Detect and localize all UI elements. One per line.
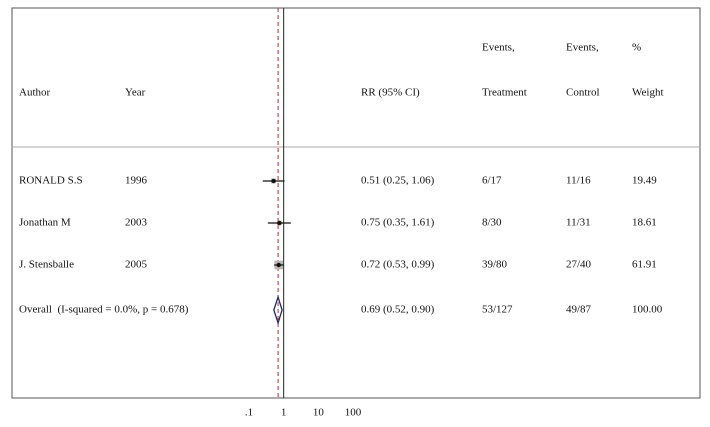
study-year: 1996	[125, 175, 148, 187]
study-author: Jonathan M	[19, 217, 71, 229]
x-tick-label: 1	[281, 407, 287, 419]
study-treatment: 8/30	[482, 217, 502, 229]
study-control: 11/31	[566, 217, 591, 229]
study-author: RONALD S.S	[19, 175, 83, 187]
header-rr: RR (95% CI)	[361, 87, 420, 99]
header-control: Control	[566, 87, 600, 99]
study-author: J. Stensballe	[19, 259, 74, 271]
header-weight: Weight	[632, 87, 664, 99]
header-author: Author	[19, 87, 51, 99]
x-tick-label: 10	[313, 407, 325, 419]
header-year: Year	[125, 87, 146, 99]
study-treatment: 39/80	[482, 259, 508, 271]
study-treatment: 6/17	[482, 175, 502, 187]
plot-frame	[11, 7, 701, 399]
point-estimate	[276, 262, 281, 268]
study-year: 2003	[125, 217, 148, 229]
study-weight: 18.61	[632, 217, 657, 229]
header-treatment: Events,	[482, 42, 515, 54]
study-rr: 0.72 (0.53, 0.99)	[361, 259, 435, 271]
study-control: 27/40	[566, 259, 592, 271]
header-treatment: Treatment	[482, 87, 527, 99]
overall-weight: 100.00	[632, 304, 663, 316]
study-control: 11/16	[566, 175, 591, 187]
study-weight: 61.91	[632, 259, 657, 271]
overall-rr: 0.69 (0.52, 0.90)	[361, 304, 435, 316]
overall-control: 49/87	[566, 304, 592, 316]
overall-label: Overall (I-squared = 0.0%, p = 0.678)	[19, 304, 189, 316]
point-estimate	[277, 220, 282, 226]
header-weight: %	[632, 42, 641, 54]
study-weight: 19.49	[632, 175, 657, 187]
overall-treatment: 53/127	[482, 304, 513, 316]
study-rr: 0.51 (0.25, 1.06)	[361, 175, 435, 187]
study-year: 2005	[125, 259, 148, 271]
point-estimate	[271, 178, 276, 184]
header-control: Events,	[566, 42, 599, 54]
study-rr: 0.75 (0.35, 1.61)	[361, 217, 435, 229]
x-tick-label: 100	[345, 407, 362, 419]
overall-diamond	[273, 294, 283, 326]
x-tick-label: .1	[245, 407, 253, 419]
